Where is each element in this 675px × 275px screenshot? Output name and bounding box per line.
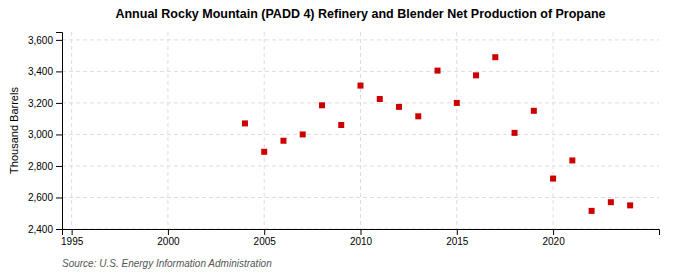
point [280,138,286,144]
point [377,96,383,102]
y-tick: 2,400 [28,224,62,235]
y-axis: 2,400 2,600 2,800 3,000 3,200 3,400 3,600 [28,33,63,235]
tick-mark [56,229,62,230]
tick-mark [56,71,62,72]
tick-label: 2,600 [28,192,53,203]
point [473,72,479,78]
tick-mark [56,103,62,104]
tick-mark [457,229,458,235]
tick-mark [56,134,62,135]
y-tick: 2,600 [28,192,62,203]
x-tick: 2000 [157,229,180,247]
chart: 1995 2000 2005 2010 2015 2020 2,400 2,600 2,800 3… [0,0,675,275]
point [531,108,537,114]
axis-line [63,230,660,236]
point [608,199,614,205]
y-tick: 3,400 [28,66,62,77]
tick-mark [361,229,362,235]
tick-label: 3,000 [28,129,53,140]
tick-label: 2005 [254,236,277,247]
point [396,104,402,110]
point [550,176,556,182]
grid-line [62,71,659,72]
tick-mark [72,229,73,235]
point [435,68,441,74]
tick-mark [168,229,169,235]
tick-label: 3,400 [28,66,53,77]
tick-mark [264,229,265,235]
grid [62,32,659,229]
grid-line [62,197,659,198]
grid-line [167,32,168,229]
point [512,130,518,136]
point [319,102,325,108]
tick-mark [56,40,62,41]
y-tick: 3,200 [28,98,62,109]
point [569,157,575,163]
x-tick: 2015 [446,229,469,247]
point [338,122,344,128]
tick-mark [553,229,554,235]
tick-label: 1995 [61,236,84,247]
point [492,54,498,60]
x-axis: 1995 2000 2005 2010 2015 2020 [61,229,659,247]
x-tick: 1995 [61,229,84,247]
tick-mark [56,197,62,198]
point [242,120,248,126]
y-tick: 2,800 [28,161,62,172]
grid-line [360,32,361,229]
source: Source: U.S. Energy Information Administ… [62,258,272,269]
point [415,113,421,119]
tick-label: 2,400 [28,224,53,235]
points [242,54,633,214]
tick-label: 2010 [350,236,373,247]
x-tick: 2005 [254,229,277,247]
tick-label: 3,600 [28,35,53,46]
grid-line [264,32,265,229]
y-tick: 3,000 [28,129,62,140]
y-axis-title: Thousand Barrels [8,87,20,174]
axis-line [56,33,63,230]
point [454,100,460,106]
y-tick: 3,600 [28,35,62,46]
grid-line [553,32,554,229]
tick-label: 2020 [542,236,565,247]
title: Annual Rocky Mountain (PADD 4) Refinery … [115,7,605,21]
tick-label: 2,800 [28,161,53,172]
point [589,208,595,214]
x-tick: 2010 [350,229,373,247]
grid-line [62,134,659,135]
tick-label: 2015 [446,236,469,247]
point [300,131,306,137]
x-tick: 2020 [542,229,565,247]
point [261,149,267,155]
tick-label: 3,200 [28,98,53,109]
grid-line [71,32,72,229]
grid-line [456,32,457,229]
plot: 1995 2000 2005 2010 2015 2020 2,400 2,600 2,800 3… [28,32,660,247]
point [358,83,364,89]
point [627,202,633,208]
tick-label: 2000 [157,236,180,247]
tick-mark [56,166,62,167]
